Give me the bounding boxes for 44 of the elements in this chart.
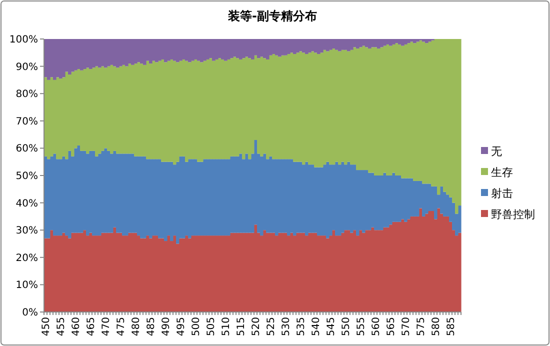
x-tick-label: 555 xyxy=(356,317,367,336)
legend-label: 无 xyxy=(491,145,502,158)
x-tick-label: 510 xyxy=(221,317,232,336)
legend-label: 射击 xyxy=(491,187,513,200)
y-tick-label: 100% xyxy=(9,34,38,46)
y-tick-label: 10% xyxy=(16,280,38,292)
chart-title: 装等-副专精分布 xyxy=(227,9,317,23)
x-tick-label: 505 xyxy=(206,317,217,336)
y-tick-label: 30% xyxy=(16,226,38,237)
x-tick-label: 465 xyxy=(86,317,97,336)
y-tick-label: 80% xyxy=(16,89,38,100)
x-tick-label: 525 xyxy=(266,317,277,336)
x-tick-label: 535 xyxy=(296,317,307,336)
x-tick-label: 500 xyxy=(191,317,202,336)
y-tick-label: 40% xyxy=(16,198,38,210)
x-tick-label: 485 xyxy=(146,317,157,336)
y-tick-label: 70% xyxy=(16,116,38,128)
x-tick-label: 570 xyxy=(401,317,412,336)
x-tick-label: 560 xyxy=(371,317,382,336)
y-tick-label: 20% xyxy=(16,252,38,264)
x-tick-label: 450 xyxy=(41,317,52,336)
x-tick-label: 575 xyxy=(416,317,427,336)
y-tick-label: 90% xyxy=(16,62,38,73)
x-tick-label: 490 xyxy=(161,317,172,336)
x-tick-label: 520 xyxy=(251,317,262,336)
x-tick-label: 585 xyxy=(446,317,457,336)
y-tick-label: 0% xyxy=(22,308,38,318)
x-tick-label: 550 xyxy=(341,317,352,336)
y-tick-label: 60% xyxy=(16,144,38,155)
x-tick-label: 470 xyxy=(101,317,112,336)
legend-label: 野兽控制 xyxy=(491,208,535,221)
x-tick-label: 540 xyxy=(311,317,322,336)
legend-label: 生存 xyxy=(491,166,513,179)
x-tick-label: 480 xyxy=(131,317,142,336)
x-tick-label: 515 xyxy=(236,317,247,336)
x-tick-label: 580 xyxy=(431,317,442,336)
y-tick-label: 50% xyxy=(16,171,38,182)
x-tick-label: 455 xyxy=(56,317,67,336)
x-tick-label: 530 xyxy=(281,317,292,336)
x-tick-label: 545 xyxy=(326,317,337,336)
x-tick-label: 495 xyxy=(176,317,187,336)
x-tick-label: 460 xyxy=(71,317,82,336)
x-tick-label: 475 xyxy=(116,317,127,336)
x-tick-label: 565 xyxy=(386,317,397,336)
